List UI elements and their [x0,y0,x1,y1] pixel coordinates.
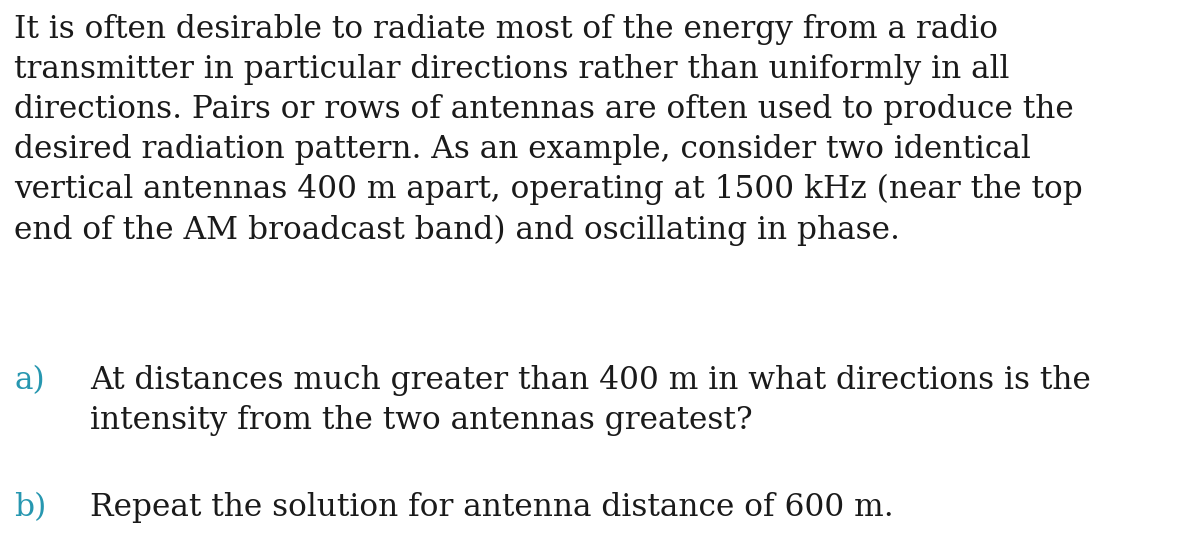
Text: Repeat the solution for antenna distance of 600 m.: Repeat the solution for antenna distance… [90,492,894,523]
Text: At distances much greater than 400 m in what directions is the
intensity from th: At distances much greater than 400 m in … [90,365,1091,436]
Text: a): a) [14,365,46,396]
Text: b): b) [14,492,47,523]
Text: It is often desirable to radiate most of the energy from a radio
transmitter in : It is often desirable to radiate most of… [14,14,1084,246]
